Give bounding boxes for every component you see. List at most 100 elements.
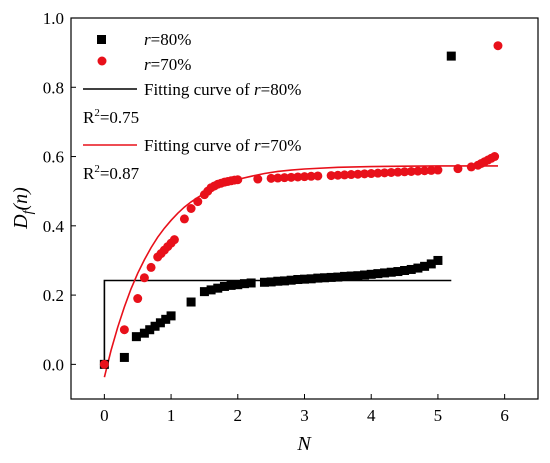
legend-label-r70: r=70% <box>144 55 191 74</box>
data-point-r70 <box>373 168 383 178</box>
data-point-r70 <box>233 175 243 185</box>
legend-label-fit-r80: Fitting curve of r=80% <box>144 80 301 99</box>
legend-label-r70-rest: =70% <box>151 55 192 74</box>
data-point-r80 <box>400 265 410 275</box>
data-point-r80 <box>119 352 129 362</box>
r2-label-r80-sup: 2 <box>94 107 100 119</box>
x-tick-label: 3 <box>300 406 309 425</box>
data-point-r80 <box>353 271 363 281</box>
data-point-r80 <box>199 287 209 297</box>
data-point-r70 <box>353 169 363 179</box>
x-axis-ticks: 0 1 2 3 4 5 6 <box>100 394 509 425</box>
x-tick-label: 0 <box>100 406 109 425</box>
y-tick-label: 0.6 <box>43 148 64 167</box>
legend-label-r80-var: r <box>144 30 151 49</box>
y-tick-label: 0.2 <box>43 286 64 305</box>
y-axis-ticks: 0.0 0.2 0.4 0.6 0.8 1.0 <box>43 9 76 374</box>
data-point-r70 <box>133 294 143 304</box>
legend-marker-r70 <box>97 56 107 66</box>
y-tick-label: 0.4 <box>43 217 65 236</box>
r2-label-r70-sup: 2 <box>94 163 100 175</box>
data-point-r80 <box>206 285 216 295</box>
legend-label-fit-r70: Fitting curve of r=70% <box>144 136 301 155</box>
legend-label-fit-r70-rest: =70% <box>261 136 302 155</box>
data-point-r80 <box>233 280 243 290</box>
data-point-r70 <box>253 174 263 184</box>
data-point-r70 <box>293 172 303 182</box>
y-axis-title-main: D <box>10 214 32 230</box>
y-axis-title-rest: (n) <box>10 187 32 211</box>
data-point-r70 <box>493 41 503 51</box>
data-point-r70 <box>146 262 156 272</box>
data-point-r80 <box>155 318 165 328</box>
data-point-r70 <box>386 167 396 177</box>
data-point-r80 <box>145 325 155 335</box>
data-point-r70 <box>360 169 370 179</box>
x-axis-title: N <box>296 433 312 455</box>
data-point-r70 <box>193 197 203 207</box>
data-point-r70 <box>453 164 463 174</box>
legend-label-r70-var: r <box>144 55 151 74</box>
legend-label-fit-r80-pre: Fitting curve of <box>144 80 254 99</box>
data-point-r70 <box>333 170 343 180</box>
data-point-r80 <box>166 311 176 321</box>
x-tick-label: 6 <box>500 406 509 425</box>
data-point-r70 <box>393 167 403 177</box>
data-point-r70 <box>406 166 416 176</box>
data-point-r80 <box>213 283 223 293</box>
legend-marker-r80 <box>97 35 106 44</box>
data-point-r80 <box>273 276 283 286</box>
data-point-r80 <box>326 272 336 282</box>
r2-label-r80: R2=0.75 <box>83 107 139 127</box>
data-point-r80 <box>360 270 370 280</box>
data-point-r70 <box>286 172 296 182</box>
data-point-r70 <box>326 171 336 181</box>
data-point-r80 <box>131 332 141 342</box>
data-point-r80 <box>333 272 343 282</box>
data-point-r70 <box>99 359 109 369</box>
data-point-r80 <box>373 269 383 279</box>
data-point-r70 <box>340 170 350 180</box>
data-point-r70 <box>490 152 500 162</box>
data-point-r80 <box>406 264 416 274</box>
r2-label-r70-r: R <box>83 164 95 183</box>
data-point-r70 <box>346 170 356 180</box>
plot-frame <box>70 17 539 400</box>
x-tick-label: 4 <box>367 406 376 425</box>
data-point-r80 <box>226 280 236 290</box>
data-point-r80 <box>380 268 390 278</box>
data-point-r70 <box>179 214 189 224</box>
data-point-r70 <box>313 171 323 181</box>
r2-label-r70-value: =0.87 <box>100 164 140 183</box>
data-point-r70 <box>400 167 410 177</box>
fit-lines <box>103 165 498 378</box>
y-axis-title: Df(n) <box>10 187 36 230</box>
data-point-r80 <box>313 273 323 283</box>
legend: r=80% r=70% Fitting curve of r=80% R2=0.… <box>83 30 301 183</box>
data-point-r80 <box>393 267 403 277</box>
data-point-r80 <box>286 275 296 285</box>
data-point-r80 <box>219 281 229 291</box>
data-point-r80 <box>266 277 276 287</box>
data-point-r70 <box>420 166 430 176</box>
data-point-r80 <box>246 278 256 288</box>
data-point-r70 <box>380 168 390 178</box>
y-tick-label: 0.8 <box>43 78 64 97</box>
data-point-r80 <box>366 269 376 279</box>
data-point-r70 <box>426 165 436 175</box>
data-point-r80 <box>293 275 303 285</box>
data-point-r70 <box>279 173 289 183</box>
data-point-r70 <box>169 235 179 245</box>
data-point-r80 <box>346 271 356 281</box>
data-point-r70 <box>273 173 283 183</box>
data-point-r80 <box>259 277 269 287</box>
data-point-r80 <box>386 267 396 277</box>
r2-label-r80-r: R <box>83 108 95 127</box>
r2-label-r80-value: =0.75 <box>100 108 139 127</box>
y-tick-label: 0.0 <box>43 355 64 374</box>
legend-label-r80: r=80% <box>144 30 191 49</box>
data-point-r80 <box>320 273 330 283</box>
data-point-r80 <box>139 328 149 338</box>
data-point-r80 <box>433 255 443 265</box>
